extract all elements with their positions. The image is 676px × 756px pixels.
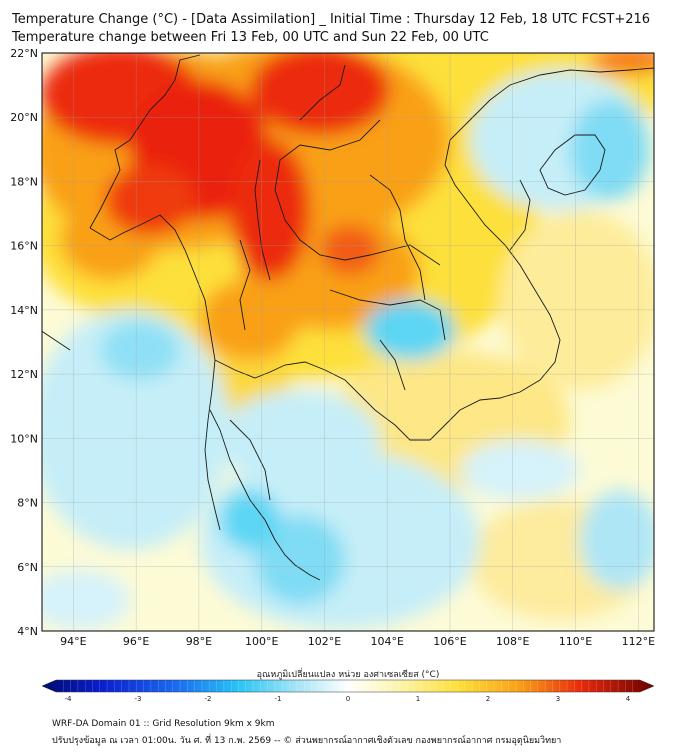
latitude-tick-label: 4°N [17,625,38,638]
longitude-tick-label: 94°E [60,635,86,648]
colorbar-tick-label: 1 [416,695,420,703]
latitude-tick-label: 20°N [10,111,38,124]
colorbar-tick-label: -2 [205,695,212,703]
longitude-tick-label: 100°E [245,635,278,648]
longitude-tick-label: 112°E [622,635,655,648]
longitude-tick-label: 104°E [371,635,404,648]
colorbar-tick-labels: -4 -3 -2 -1 0 1 2 3 4 [65,695,631,703]
latitude-tick-label: 22°N [10,47,38,60]
colorbar-tick-label: -3 [135,695,142,703]
chart-title-line-1: Temperature Change (°C) - [Data Assimila… [12,12,651,27]
longitude-axis: 94°E 96°E 98°E 100°E 102°E 104°E 106°E 108°E 110… [60,635,655,648]
longitude-tick-label: 98°E [186,635,212,648]
latitude-tick-label: 14°N [10,304,38,317]
footer-line-2: ปรับปรุงข้อมูล ณ เวลา 01:00น. วัน ศ. ที่… [52,736,562,746]
colorbar-tick-label: -1 [275,695,282,703]
colorbar-tick-label: -4 [65,695,73,703]
latitude-axis: 22°N 20°N 18°N 16°N 14°N 12°N 10°N 8°N 6°N 4°N [10,47,38,638]
longitude-tick-label: 96°E [123,635,149,648]
chart-title-line-2: Temperature change between Fri 13 Feb, 0… [12,30,489,45]
footer-line-1: WRF-DA Domain 01 :: Grid Resolution 9km … [52,719,275,729]
latitude-tick-label: 10°N [10,432,38,445]
colorbar-title: อุณหภูมิเปลี่ยนแปลง หน่วย องศาเซลเซียส (… [257,667,440,680]
colorbar-tick-label: 0 [346,695,350,703]
longitude-tick-label: 102°E [308,635,341,648]
temperature-field [42,53,654,631]
longitude-tick-label: 108°E [496,635,529,648]
colorbar-tick-label: 3 [556,695,560,703]
colorbar-tick-label: 4 [626,695,631,703]
coastlines-and-borders [42,54,654,581]
latitude-tick-label: 6°N [17,561,38,574]
latitude-tick-label: 16°N [10,240,38,253]
longitude-tick-label: 110°E [559,635,592,648]
colorbar-segments [63,680,633,692]
longitude-tick-label: 106°E [433,635,466,648]
map-frame [41,52,655,632]
colorbar-tick-label: 2 [486,695,490,703]
latitude-tick-label: 8°N [17,497,38,510]
latitude-tick-label: 12°N [10,368,38,381]
latitude-tick-label: 18°N [10,175,38,188]
